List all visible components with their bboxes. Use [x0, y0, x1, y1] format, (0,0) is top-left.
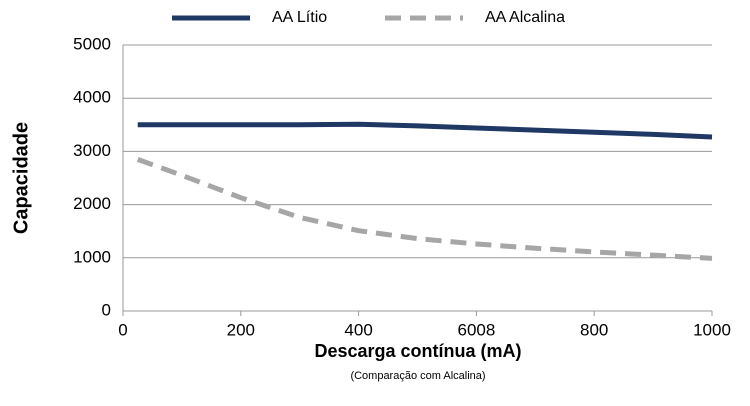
y-tick-label: 4000	[73, 88, 111, 107]
legend-label: AA Alcalina	[485, 9, 565, 26]
x-axis-label: Descarga contínua (mA)	[314, 341, 521, 361]
legend-label: AA Lítio	[272, 9, 327, 26]
x-tick-label: 200	[227, 320, 255, 339]
y-tick-label: 3000	[73, 141, 111, 160]
x-tick-label: 6008	[457, 320, 495, 339]
x-tick-label: 800	[580, 320, 608, 339]
x-tick-label: 400	[344, 320, 372, 339]
y-axis-label: Capacidade	[10, 122, 32, 234]
x-tick-label: 0	[118, 320, 127, 339]
y-tick-label: 5000	[73, 34, 111, 53]
x-tick-label: 1000	[693, 320, 731, 339]
line	[136, 157, 713, 261]
y-tick-label: 1000	[73, 247, 111, 266]
y-tick-label: 2000	[73, 194, 111, 213]
line	[137, 121, 713, 140]
y-tick-label: 0	[102, 300, 111, 319]
subtitle: (Comparação com Alcalina)	[350, 370, 485, 382]
